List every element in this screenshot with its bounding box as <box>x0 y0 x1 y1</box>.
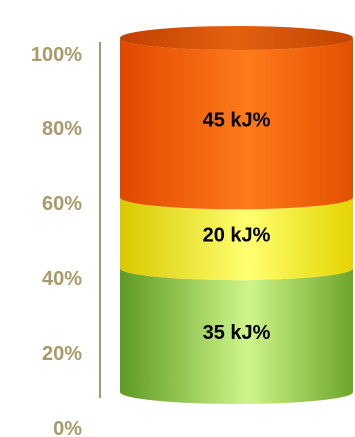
y-axis: 0% 20% 40% 60% 80% 100% <box>31 42 101 437</box>
cylinder-segment-1 <box>120 268 353 404</box>
data-label-segment-1: 35 kJ% <box>203 322 271 344</box>
y-tick-label-20: 20% <box>42 343 82 365</box>
data-label-segment-3: 45 kJ% <box>203 110 271 132</box>
y-tick-label-80: 80% <box>42 118 82 140</box>
cylinder-segment-2 <box>120 197 353 281</box>
data-label-segment-2: 20 kJ% <box>203 225 271 247</box>
y-tick-label-0: 0% <box>53 418 82 437</box>
cylinder-segment-3 <box>120 38 353 210</box>
y-tick-label-60: 60% <box>42 193 82 215</box>
y-tick-label-100: 100% <box>31 44 82 66</box>
cylinder-top-cap <box>120 26 353 50</box>
y-tick-label-40: 40% <box>42 268 82 290</box>
